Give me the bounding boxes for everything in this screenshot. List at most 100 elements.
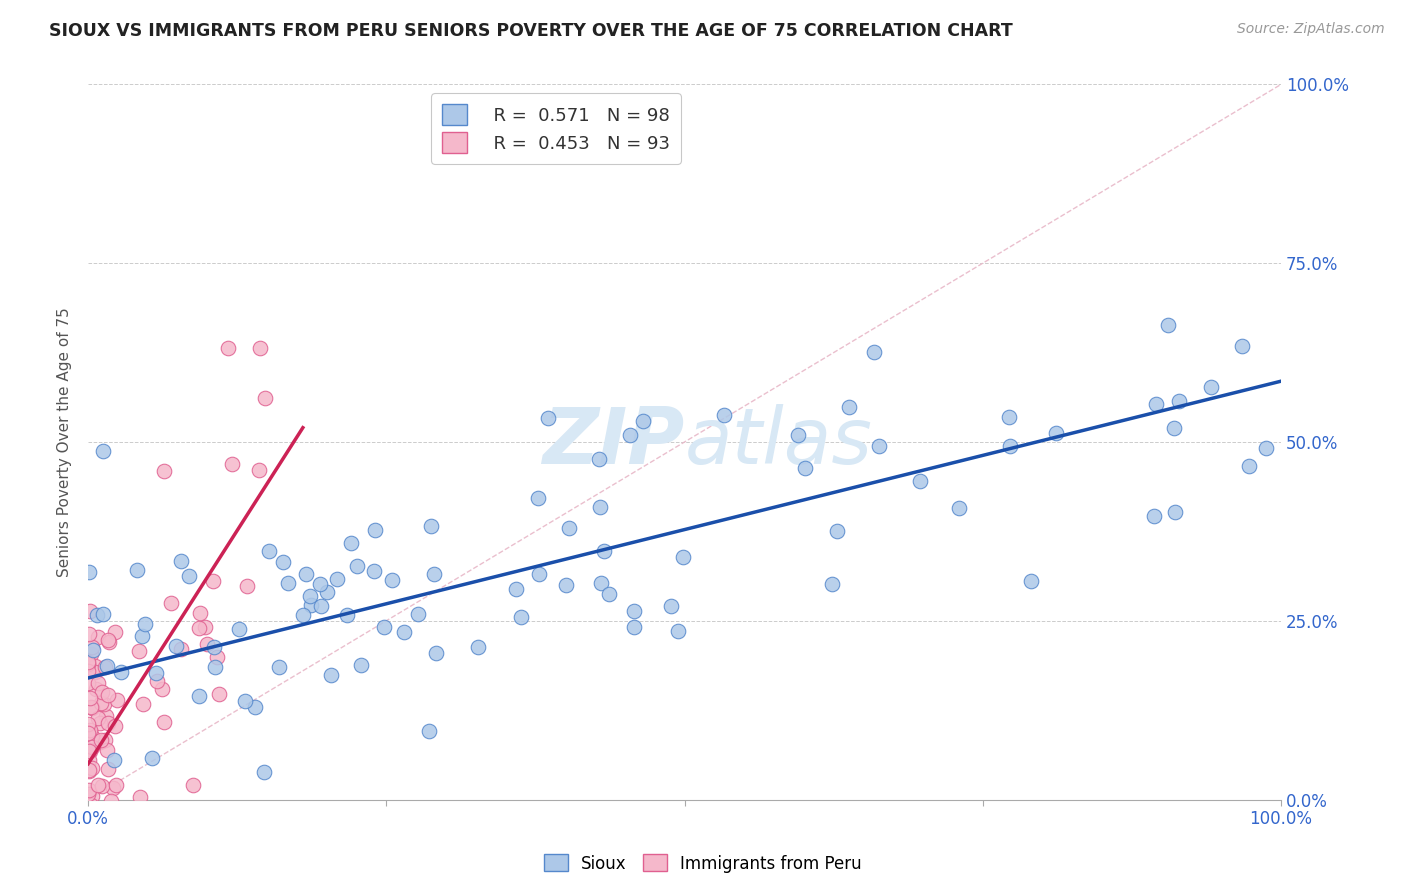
Point — [77, 787, 100, 801]
Point — [87, 676, 110, 690]
Point — [77, 783, 100, 797]
Point — [90, 684, 112, 698]
Point — [86, 711, 108, 725]
Point — [350, 657, 373, 672]
Point — [793, 460, 815, 475]
Point — [314, 804, 336, 818]
Point — [326, 573, 349, 587]
Point — [82, 806, 104, 821]
Point — [87, 630, 110, 644]
Point — [221, 457, 243, 471]
Point — [87, 812, 110, 826]
Point — [381, 573, 404, 587]
Point — [79, 744, 101, 758]
Point — [346, 559, 368, 574]
Point — [592, 544, 614, 558]
Point — [86, 608, 108, 623]
Point — [838, 400, 860, 414]
Point — [588, 452, 610, 467]
Point — [588, 500, 610, 515]
Point — [309, 577, 332, 591]
Point — [93, 698, 115, 712]
Point — [526, 491, 548, 506]
Point — [623, 619, 645, 633]
Point — [80, 821, 103, 835]
Point — [1164, 505, 1187, 519]
Point — [91, 444, 114, 458]
Point — [908, 474, 931, 488]
Point — [153, 715, 176, 730]
Point — [159, 596, 181, 610]
Point — [77, 657, 100, 671]
Point — [79, 723, 101, 737]
Point — [80, 789, 103, 804]
Point — [129, 789, 152, 804]
Point — [267, 660, 290, 674]
Point — [619, 428, 641, 442]
Point — [1163, 421, 1185, 435]
Point — [82, 640, 104, 655]
Point — [1019, 574, 1042, 588]
Point — [299, 598, 322, 612]
Point — [96, 743, 118, 757]
Point — [271, 806, 294, 821]
Point — [77, 716, 100, 731]
Point — [79, 690, 101, 705]
Point — [713, 409, 735, 423]
Point — [217, 341, 239, 355]
Point — [207, 687, 229, 701]
Point — [80, 701, 103, 715]
Point — [181, 779, 204, 793]
Point — [373, 620, 395, 634]
Point — [104, 778, 127, 792]
Point — [188, 621, 211, 635]
Point — [392, 624, 415, 639]
Point — [253, 391, 276, 405]
Point — [145, 673, 167, 688]
Point — [90, 780, 112, 794]
Point — [505, 582, 527, 596]
Point — [77, 763, 100, 777]
Point — [825, 524, 848, 539]
Point — [105, 692, 128, 706]
Point — [418, 723, 440, 738]
Text: SIOUX VS IMMIGRANTS FROM PERU SENIORS POVERTY OVER THE AGE OF 75 CORRELATION CHA: SIOUX VS IMMIGRANTS FROM PERU SENIORS PO… — [49, 22, 1012, 40]
Point — [197, 637, 219, 651]
Point — [336, 607, 359, 622]
Point — [145, 665, 167, 680]
Point — [153, 464, 176, 478]
Point — [79, 604, 101, 618]
Point — [97, 633, 120, 648]
Point — [80, 816, 103, 830]
Point — [77, 821, 100, 835]
Point — [998, 440, 1021, 454]
Point — [408, 607, 430, 621]
Point — [97, 715, 120, 730]
Point — [188, 606, 211, 620]
Point — [423, 566, 446, 581]
Point — [77, 744, 100, 758]
Point — [94, 732, 117, 747]
Point — [623, 604, 645, 618]
Point — [77, 627, 100, 641]
Point — [96, 658, 118, 673]
Point — [110, 665, 132, 679]
Point — [104, 625, 127, 640]
Point — [165, 639, 187, 653]
Point — [152, 681, 174, 696]
Point — [131, 629, 153, 643]
Point — [1144, 397, 1167, 411]
Point — [631, 414, 654, 428]
Point — [259, 544, 281, 558]
Point — [90, 733, 112, 747]
Legend:   R =  0.571   N = 98,   R =  0.453   N = 93: R = 0.571 N = 98, R = 0.453 N = 93 — [432, 94, 681, 164]
Point — [128, 644, 150, 658]
Point — [141, 751, 163, 765]
Point — [862, 345, 884, 359]
Point — [80, 699, 103, 714]
Point — [659, 599, 682, 614]
Point — [80, 797, 103, 812]
Point — [194, 620, 217, 634]
Point — [101, 781, 124, 796]
Point — [363, 523, 385, 537]
